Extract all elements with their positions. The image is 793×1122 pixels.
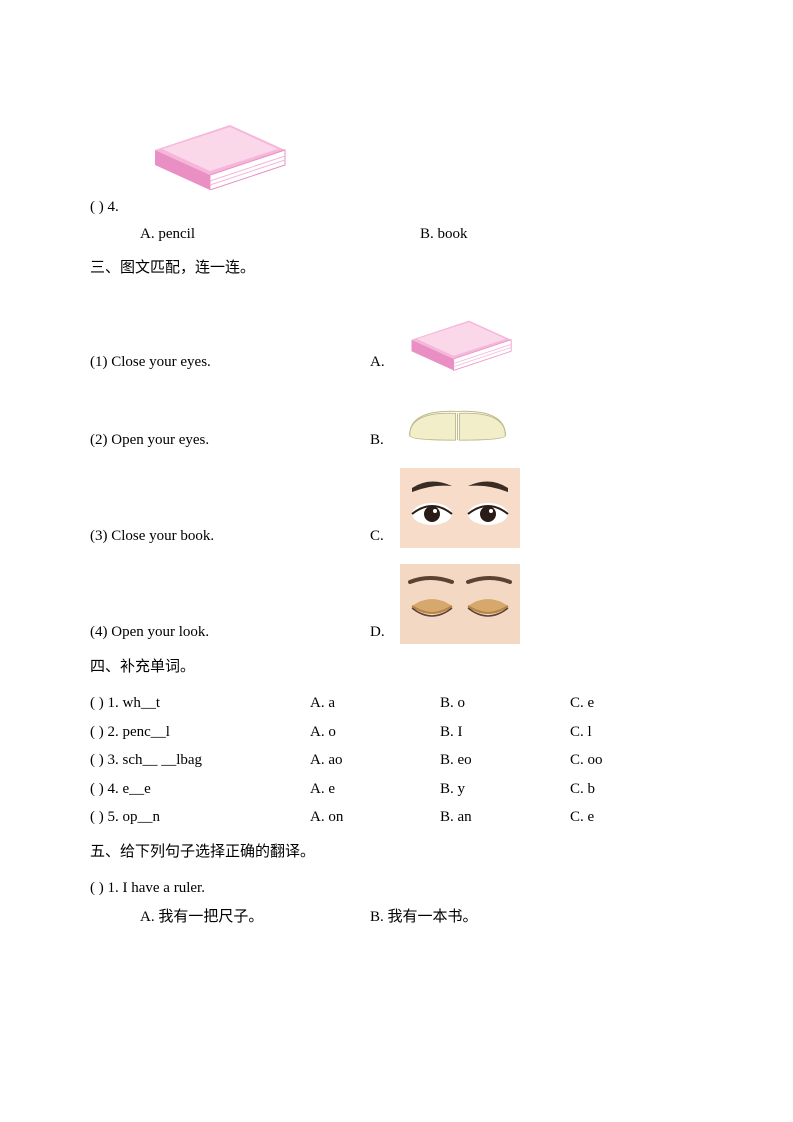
fill-4-b[interactable]: B. y — [440, 778, 570, 801]
fill-3-a[interactable]: A. ao — [310, 749, 440, 772]
fill-row-3: ( ) 3. sch__ __lbag A. ao B. eo C. oo — [90, 749, 703, 772]
closed-eyes-image — [400, 564, 520, 644]
closed-book-illustration — [140, 95, 703, 190]
match-item-2-text: (2) Open your eyes. — [90, 429, 370, 452]
match-item-4-label: D. — [370, 621, 400, 644]
fill-4-c[interactable]: C. b — [570, 778, 650, 801]
trans-q1-option-b[interactable]: B. 我有一本书。 — [370, 906, 570, 929]
fill-4-a[interactable]: A. e — [310, 778, 440, 801]
fill-5-b[interactable]: B. an — [440, 806, 570, 829]
match-item-1-label: A. — [370, 351, 400, 374]
fill-row-1: ( ) 1. wh__t A. a B. o C. e — [90, 692, 703, 715]
fill-2-a[interactable]: A. o — [310, 721, 440, 744]
fill-1-b[interactable]: B. o — [440, 692, 570, 715]
match-item-3-text: (3) Close your book. — [90, 525, 370, 548]
match-item-2-label: B. — [370, 429, 400, 452]
fill-3-c[interactable]: C. oo — [570, 749, 650, 772]
fill-1-a[interactable]: A. a — [310, 692, 440, 715]
section-3-title: 三、图文匹配，连一连。 — [90, 257, 703, 280]
open-eyes-image — [400, 468, 520, 548]
fill-2-b[interactable]: B. I — [440, 721, 570, 744]
match-item-3-label: C. — [370, 525, 400, 548]
match-item-4-text: (4) Open your look. — [90, 621, 370, 644]
fill-row-5: ( ) 5. op__n A. on B. an C. e — [90, 806, 703, 829]
section-5-title: 五、给下列句子选择正确的翻译。 — [90, 841, 703, 864]
q4-option-b[interactable]: B. book — [420, 223, 620, 246]
fill-5-a[interactable]: A. on — [310, 806, 440, 829]
fill-3-b[interactable]: B. eo — [440, 749, 570, 772]
fill-1-c[interactable]: C. e — [570, 692, 650, 715]
trans-q1-option-a[interactable]: A. 我有一把尺子。 — [140, 906, 370, 929]
fill-2-c[interactable]: C. l — [570, 721, 650, 744]
q4-option-a[interactable]: A. pencil — [140, 223, 420, 246]
match-item-1-text: (1) Close your eyes. — [90, 351, 370, 374]
closed-book-small-icon — [400, 294, 520, 374]
section-4-title: 四、补充单词。 — [90, 656, 703, 679]
open-book-icon — [400, 390, 520, 452]
fill-row-4: ( ) 4. e__e A. e B. y C. b — [90, 778, 703, 801]
fill-row-2: ( ) 2. penc__l A. o B. I C. l — [90, 721, 703, 744]
question-4-stem: ( ) 4. — [90, 196, 703, 219]
trans-q1-stem: ( ) 1. I have a ruler. — [90, 877, 703, 900]
fill-5-c[interactable]: C. e — [570, 806, 650, 829]
